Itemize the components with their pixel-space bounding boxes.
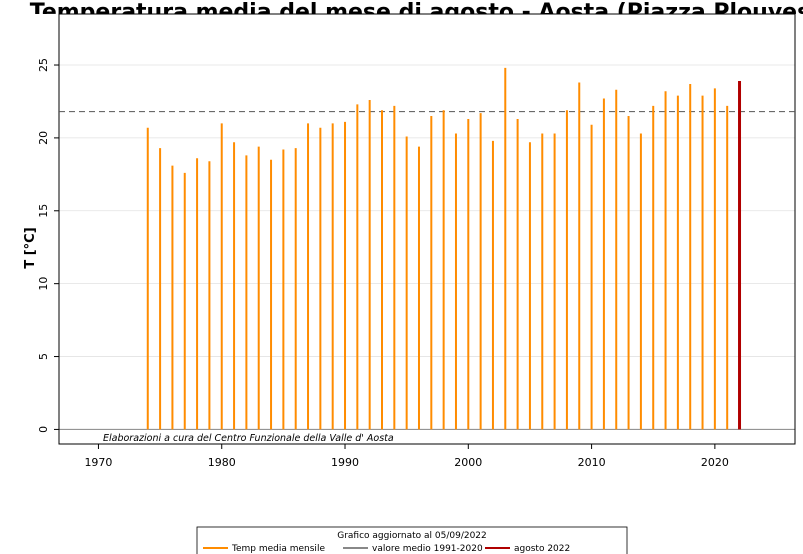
y-axis-label: T [°C] bbox=[23, 227, 38, 268]
y-tick-label: 0 bbox=[37, 426, 50, 433]
legend: Grafico aggiornato al 05/09/2022 Temp me… bbox=[196, 526, 628, 554]
x-tick-label: 2010 bbox=[578, 456, 606, 469]
legend-title: Grafico aggiornato al 05/09/2022 bbox=[337, 531, 487, 541]
legend-label-mean: valore medio 1991-2020 bbox=[372, 544, 483, 554]
y-tick-label: 15 bbox=[37, 204, 50, 218]
legend-label-current: agosto 2022 bbox=[514, 544, 570, 554]
x-tick-label: 1990 bbox=[331, 456, 359, 469]
x-tick-label: 2000 bbox=[454, 456, 482, 469]
x-tick-label: 1970 bbox=[84, 456, 112, 469]
x-tick-label: 1980 bbox=[208, 456, 236, 469]
chart-title: Temperatura media del mese di agosto - A… bbox=[30, 0, 803, 25]
y-tick-label: 5 bbox=[37, 353, 50, 360]
y-tick-label: 25 bbox=[37, 58, 50, 72]
x-tick-label: 2020 bbox=[701, 456, 729, 469]
y-tick-label: 10 bbox=[37, 277, 50, 291]
legend-label-temp: Temp media mensile bbox=[231, 544, 325, 554]
y-tick-label: 20 bbox=[37, 131, 50, 145]
legend-box bbox=[196, 526, 628, 554]
plot-frame bbox=[58, 13, 796, 445]
credit-annotation: Elaborazioni a cura del Centro Funzional… bbox=[103, 433, 394, 444]
